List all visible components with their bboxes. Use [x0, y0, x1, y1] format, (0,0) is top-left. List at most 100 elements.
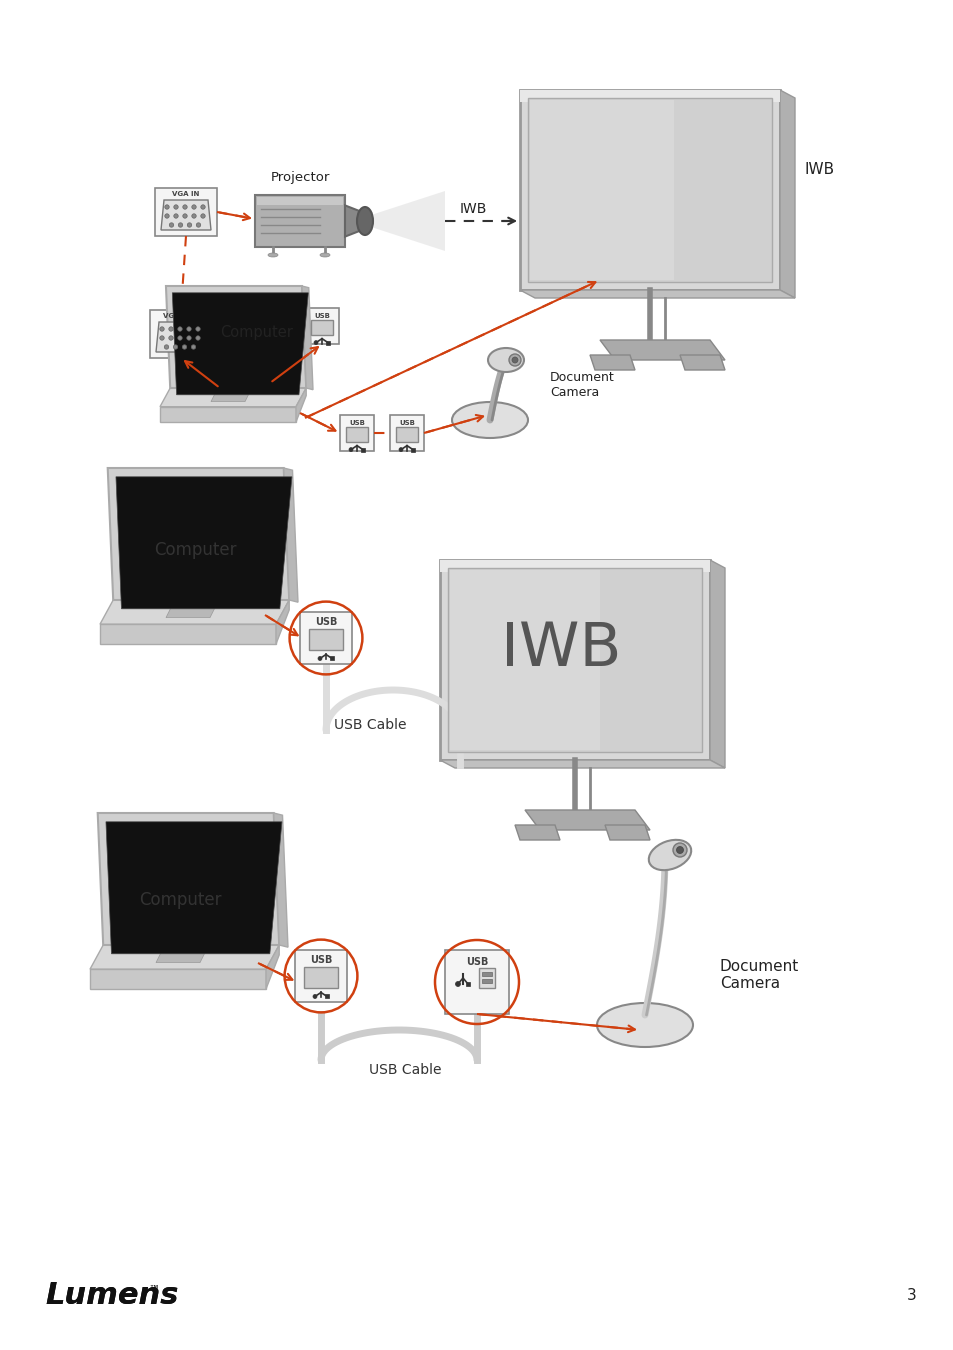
Circle shape — [173, 205, 178, 209]
Polygon shape — [116, 477, 292, 609]
Polygon shape — [106, 822, 282, 954]
Ellipse shape — [319, 252, 330, 256]
Circle shape — [676, 846, 682, 853]
Circle shape — [196, 223, 200, 227]
Polygon shape — [211, 392, 250, 401]
Circle shape — [177, 327, 182, 331]
Polygon shape — [709, 560, 724, 768]
Text: Document
Camera: Document Camera — [550, 371, 614, 400]
Polygon shape — [156, 323, 206, 352]
Bar — [360, 448, 365, 452]
Circle shape — [177, 336, 182, 340]
Text: Computer: Computer — [153, 541, 236, 559]
Circle shape — [313, 995, 316, 999]
Circle shape — [182, 344, 187, 350]
Circle shape — [169, 327, 173, 331]
Bar — [294, 950, 347, 1002]
Circle shape — [195, 327, 200, 331]
Bar — [481, 972, 492, 976]
Bar — [478, 968, 495, 988]
Text: Lumens: Lumens — [45, 1281, 178, 1310]
Circle shape — [509, 354, 520, 366]
Bar — [299, 612, 352, 664]
Polygon shape — [166, 605, 216, 617]
Polygon shape — [524, 810, 649, 830]
Bar — [254, 194, 345, 247]
Bar — [448, 568, 701, 752]
Bar — [154, 188, 216, 236]
Bar — [439, 560, 709, 572]
Polygon shape — [365, 190, 444, 251]
Text: VGA OUT: VGA OUT — [163, 313, 198, 319]
Bar — [325, 995, 329, 999]
Bar — [465, 981, 470, 985]
Bar — [346, 427, 368, 441]
Ellipse shape — [648, 840, 691, 871]
Circle shape — [672, 842, 686, 857]
Polygon shape — [439, 760, 724, 768]
Bar — [439, 560, 709, 760]
Bar — [390, 414, 423, 451]
Bar — [519, 90, 780, 103]
Polygon shape — [160, 406, 295, 423]
Polygon shape — [108, 468, 289, 599]
Bar — [304, 967, 337, 988]
Circle shape — [183, 213, 187, 219]
Circle shape — [183, 205, 187, 209]
Circle shape — [165, 205, 169, 209]
Text: USB: USB — [465, 957, 488, 967]
Polygon shape — [604, 825, 649, 840]
Ellipse shape — [268, 252, 277, 256]
Bar — [450, 570, 599, 751]
Circle shape — [195, 336, 200, 340]
Polygon shape — [302, 286, 313, 390]
Polygon shape — [275, 599, 289, 644]
Circle shape — [200, 205, 205, 209]
Circle shape — [317, 656, 322, 660]
Bar — [256, 197, 343, 205]
Bar — [444, 950, 509, 1014]
Polygon shape — [100, 624, 275, 644]
Polygon shape — [160, 387, 306, 406]
Text: Projector: Projector — [270, 170, 330, 184]
Circle shape — [178, 223, 183, 227]
Text: USB Cable: USB Cable — [369, 1062, 441, 1077]
Polygon shape — [161, 200, 211, 230]
Circle shape — [512, 356, 517, 363]
Circle shape — [192, 205, 196, 209]
Polygon shape — [515, 825, 559, 840]
Polygon shape — [519, 290, 794, 298]
Circle shape — [173, 344, 177, 350]
Ellipse shape — [356, 207, 373, 235]
Polygon shape — [172, 293, 308, 394]
Circle shape — [173, 213, 178, 219]
Circle shape — [455, 981, 460, 987]
Circle shape — [165, 213, 169, 219]
Text: USB: USB — [398, 420, 415, 427]
Bar — [305, 308, 338, 344]
Bar — [326, 340, 330, 344]
Polygon shape — [156, 949, 207, 963]
Polygon shape — [283, 468, 297, 602]
Text: IWB: IWB — [804, 162, 834, 177]
Text: Computer: Computer — [138, 891, 221, 909]
Text: IWB: IWB — [500, 621, 621, 679]
Bar — [530, 100, 673, 279]
Circle shape — [398, 448, 402, 452]
Text: VGA IN: VGA IN — [172, 190, 199, 197]
Polygon shape — [589, 355, 635, 370]
Polygon shape — [679, 355, 724, 370]
Polygon shape — [100, 599, 289, 624]
Bar — [481, 979, 492, 983]
Text: USB: USB — [349, 420, 365, 427]
Circle shape — [349, 448, 353, 452]
Polygon shape — [295, 387, 306, 423]
Bar — [330, 656, 334, 660]
Polygon shape — [274, 813, 288, 948]
Circle shape — [160, 336, 164, 340]
Circle shape — [160, 327, 164, 331]
Ellipse shape — [597, 1003, 692, 1048]
Circle shape — [314, 340, 317, 344]
Circle shape — [192, 344, 195, 350]
Polygon shape — [266, 945, 279, 990]
